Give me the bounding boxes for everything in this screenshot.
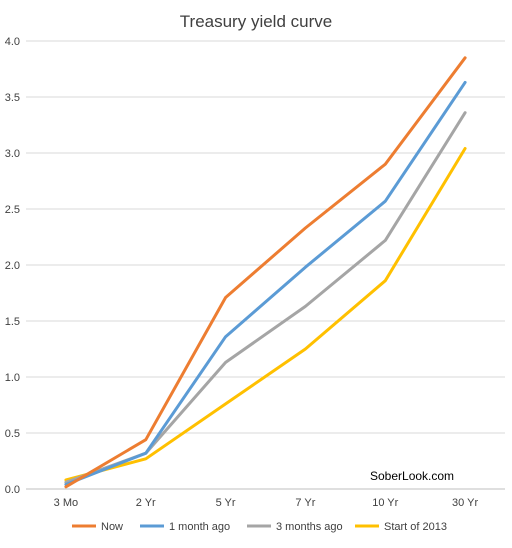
series-line-start-of-2013	[64, 147, 467, 482]
series-line-3-months-ago	[64, 111, 467, 484]
x-axis-tick-labels: 3 Mo 2 Yr 5 Yr 7 Yr 10 Yr 30 Yr	[54, 497, 479, 509]
x-tick-label: 7 Yr	[295, 497, 315, 509]
legend-label: Now	[101, 521, 123, 533]
gridlines	[26, 40, 505, 434]
x-tick-label: 10 Yr	[372, 497, 398, 509]
y-tick-label: 2.5	[5, 204, 20, 216]
legend-item-3-months-ago: 3 months ago	[247, 521, 343, 533]
source-annotation: SoberLook.com	[370, 469, 454, 483]
y-tick-label: 0.0	[5, 484, 20, 496]
y-tick-label: 4.0	[5, 36, 20, 48]
y-tick-label: 3.0	[5, 148, 20, 160]
x-tick-label: 30 Yr	[452, 497, 478, 509]
y-tick-label: 1.0	[5, 372, 20, 384]
legend: Now 1 month ago 3 months ago Start of 2013	[72, 521, 447, 533]
y-tick-label: 0.5	[5, 428, 20, 440]
y-tick-label: 1.5	[5, 316, 20, 328]
legend-item-start-of-2013: Start of 2013	[355, 521, 447, 533]
x-tick-label: 5 Yr	[216, 497, 236, 509]
legend-label: 1 month ago	[169, 521, 230, 533]
legend-label: Start of 2013	[384, 521, 447, 533]
x-tick-label: 2 Yr	[136, 497, 156, 509]
legend-label: 3 months ago	[276, 521, 343, 533]
legend-item-1-month-ago: 1 month ago	[140, 521, 230, 533]
chart-title: Treasury yield curve	[180, 12, 332, 31]
legend-item-now: Now	[72, 521, 123, 533]
y-tick-label: 3.5	[5, 92, 20, 104]
x-tick-label: 3 Mo	[54, 497, 78, 509]
series-lines	[64, 56, 467, 489]
series-line-1-month-ago	[64, 80, 467, 486]
y-tick-label: 2.0	[5, 260, 20, 272]
y-axis-tick-labels: 0.0 0.5 1.0 1.5 2.0 2.5 3.0 3.5 4.0	[5, 36, 20, 496]
series-line-now	[64, 56, 467, 489]
